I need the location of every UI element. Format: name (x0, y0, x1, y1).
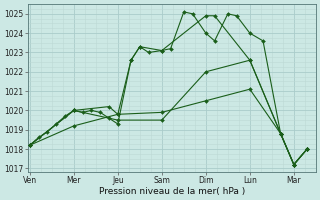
X-axis label: Pression niveau de la mer( hPa ): Pression niveau de la mer( hPa ) (99, 187, 245, 196)
